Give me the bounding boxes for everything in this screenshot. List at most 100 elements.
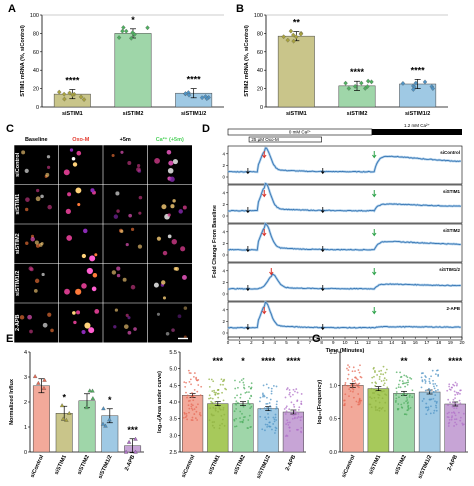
- cell: [46, 165, 51, 169]
- data-point: [222, 406, 225, 409]
- data-point: [285, 410, 288, 413]
- x-tick-label: 12: [366, 340, 372, 345]
- cell: [127, 330, 132, 335]
- cell: [130, 227, 135, 232]
- data-point: [394, 401, 397, 403]
- trace-sem: [227, 181, 462, 213]
- data-point: [247, 401, 250, 404]
- cell: [65, 208, 71, 214]
- data-point: [212, 414, 215, 417]
- y-tick-label: 100: [254, 13, 263, 19]
- x-tick-label: siSTIM1: [207, 454, 221, 475]
- data-point: [191, 416, 194, 419]
- data-point: [378, 407, 381, 409]
- data-point: [259, 396, 262, 399]
- data-point: [384, 393, 386, 396]
- data-point: [350, 383, 353, 386]
- data-point: [377, 396, 380, 399]
- data-point: [270, 390, 273, 393]
- data-point: [455, 391, 458, 394]
- data-point: [217, 392, 220, 395]
- data-point: [261, 428, 264, 431]
- y-tick-label: 3: [24, 375, 27, 381]
- data-point: [447, 422, 450, 425]
- data-point: [264, 429, 266, 432]
- data-point: [57, 89, 62, 95]
- trace-line: [227, 222, 461, 251]
- red-arrow: [262, 307, 267, 315]
- green-arrow: [372, 268, 377, 276]
- data-point: [397, 407, 400, 410]
- y-tick-label: 20: [33, 87, 39, 93]
- y-tick-label: 0: [222, 214, 225, 219]
- cell: [167, 213, 171, 217]
- data-point: [239, 421, 242, 423]
- data-point: [385, 379, 388, 381]
- data-point: [355, 377, 358, 380]
- data-point: [286, 419, 289, 422]
- y-tick-label: 5.5: [169, 350, 177, 356]
- data-point: [374, 390, 377, 393]
- data-point: [208, 397, 210, 400]
- trace-line: [228, 273, 461, 290]
- cell: [90, 188, 95, 193]
- y-tick-label: 1.5: [329, 350, 337, 356]
- significance-stars: ****: [448, 356, 463, 366]
- data-point: [217, 396, 220, 399]
- data-point: [261, 394, 264, 396]
- x-tick-label: 4: [274, 340, 277, 345]
- data-point: [64, 417, 69, 422]
- data-point: [292, 414, 295, 416]
- data-point: [211, 397, 214, 400]
- data-point: [249, 407, 252, 410]
- data-point: [411, 87, 416, 92]
- data-point: [395, 371, 398, 374]
- data-point: [297, 415, 300, 418]
- data-point: [264, 423, 267, 426]
- x-tick-label: siSTIM2: [233, 454, 247, 475]
- x-tick-label: 2: [250, 340, 253, 345]
- data-point: [267, 416, 270, 419]
- data-point: [432, 383, 435, 385]
- black-arrow: [320, 246, 325, 253]
- data-point: [447, 398, 450, 401]
- data-point: [406, 376, 409, 379]
- cell: [170, 204, 175, 209]
- cell: [128, 213, 132, 218]
- data-point: [346, 367, 348, 370]
- data-point: [239, 410, 242, 413]
- data-point: [373, 375, 375, 378]
- data-point: [429, 382, 431, 385]
- data-point: [363, 85, 368, 91]
- data-point: [397, 403, 400, 405]
- data-point: [67, 90, 72, 96]
- data-point: [351, 387, 354, 390]
- ca12-label: 1.2 mM Ca²⁺: [404, 123, 431, 128]
- data-point: [190, 405, 193, 408]
- cell: [47, 312, 52, 317]
- data-point: [70, 92, 75, 98]
- data-point: [288, 430, 291, 432]
- data-point: [428, 387, 430, 390]
- data-point: [222, 408, 225, 411]
- panel-label-d: D: [202, 123, 210, 135]
- data-point: [188, 380, 191, 383]
- data-point: [300, 393, 303, 395]
- cell: [171, 328, 175, 332]
- data-point: [454, 394, 457, 396]
- data-point: [411, 396, 414, 399]
- imaging-grid: Baseline Oxo-M +5m Ca²⁺ (+5m) siControl siSTI…: [13, 136, 192, 343]
- data-point: [300, 415, 303, 418]
- green-arrow: [372, 190, 377, 198]
- data-point: [453, 407, 456, 410]
- data-point: [461, 422, 464, 425]
- cell: [167, 234, 172, 239]
- data-point: [453, 412, 456, 415]
- x-tick-label: siSTIM1/2: [97, 454, 113, 480]
- trace-sem: [227, 146, 462, 174]
- data-point: [132, 32, 137, 37]
- cell: [161, 204, 167, 210]
- cell: [153, 282, 159, 288]
- cell: [46, 155, 51, 159]
- data-point: [427, 406, 430, 409]
